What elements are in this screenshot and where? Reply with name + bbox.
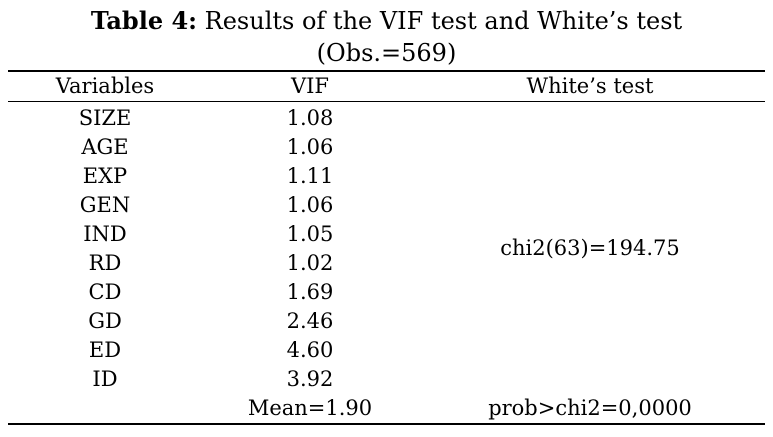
row-vif: 1.06 bbox=[286, 193, 334, 217]
row-variable: EXP bbox=[82, 164, 128, 188]
row-variable: RD bbox=[88, 251, 122, 275]
row-vif: 1.11 bbox=[286, 164, 334, 188]
header-vif: VIF bbox=[290, 74, 330, 98]
row-vif: 1.08 bbox=[286, 106, 334, 130]
row-vif: 1.69 bbox=[286, 280, 334, 304]
vif-mean: Mean=1.90 bbox=[247, 396, 373, 420]
row-variable: GD bbox=[88, 309, 122, 333]
row-vif: 1.02 bbox=[286, 251, 334, 275]
row-vif: 1.05 bbox=[286, 222, 334, 246]
table-number: Table 4: bbox=[90, 6, 198, 35]
table-top-rule bbox=[8, 70, 765, 72]
row-vif: 3.92 bbox=[286, 367, 334, 391]
row-variable: ID bbox=[92, 367, 118, 391]
row-vif: 2.46 bbox=[286, 309, 334, 333]
white-test-prob: prob>chi2=0,0000 bbox=[488, 396, 692, 420]
row-variable: IND bbox=[83, 222, 127, 246]
table-title-text: Results of the VIF test and White’s test bbox=[197, 7, 683, 35]
row-variable: GEN bbox=[79, 193, 131, 217]
row-variable: SIZE bbox=[78, 106, 132, 130]
header-rule bbox=[8, 101, 765, 102]
white-test-chi2: chi2(63)=194.75 bbox=[500, 236, 680, 260]
table-bottom-rule bbox=[8, 423, 765, 425]
row-vif: 4.60 bbox=[286, 338, 334, 362]
row-variable: CD bbox=[88, 280, 122, 304]
row-variable: ED bbox=[88, 338, 122, 362]
header-white-test: White’s test bbox=[526, 74, 654, 98]
table-subtitle: (Obs.=569) bbox=[316, 39, 457, 67]
row-variable: AGE bbox=[81, 135, 129, 159]
row-vif: 1.06 bbox=[286, 135, 334, 159]
header-variables: Variables bbox=[55, 74, 155, 98]
table-title: Table 4: Results of the VIF test and Whi… bbox=[0, 6, 773, 36]
